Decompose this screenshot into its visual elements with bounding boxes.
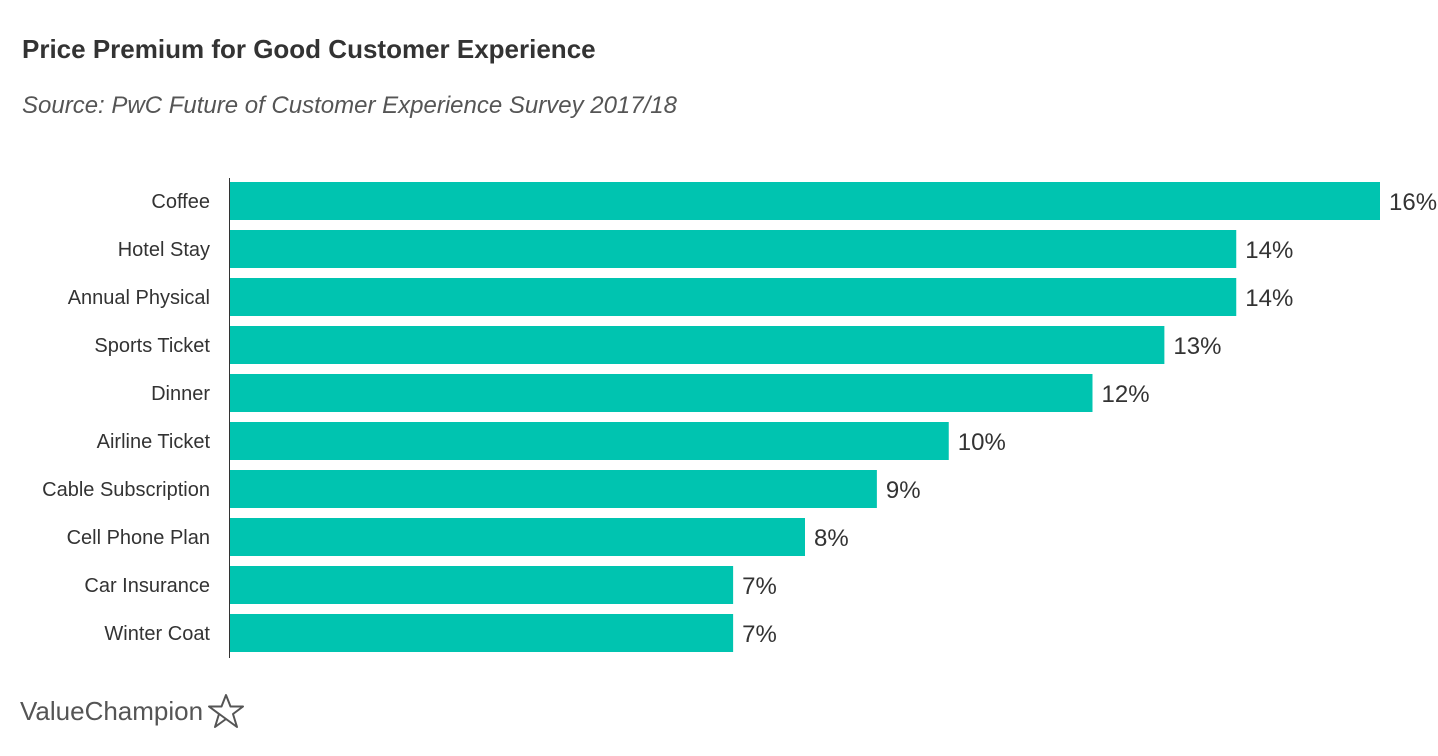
bar [230, 566, 734, 604]
bar [230, 470, 877, 508]
value-label: 8% [814, 525, 849, 552]
value-label: 7% [742, 621, 777, 648]
value-label: 7% [742, 573, 777, 600]
bar [230, 278, 1237, 316]
bar [230, 614, 734, 652]
category-label: Winter Coat [104, 623, 210, 645]
category-label: Cell Phone Plan [67, 527, 210, 549]
category-label: Airline Ticket [97, 431, 211, 453]
category-label: Dinner [151, 383, 210, 405]
category-label: Sports Ticket [94, 335, 210, 357]
valuechampion-logo: ValueChampion [20, 693, 245, 729]
bar [230, 374, 1093, 412]
value-label: 9% [886, 477, 921, 504]
chart-title: Price Premium for Good Customer Experien… [22, 34, 596, 64]
bar [230, 422, 949, 460]
category-label: Cable Subscription [42, 479, 210, 501]
value-label: 16% [1389, 189, 1437, 216]
bar [230, 326, 1165, 364]
value-label: 12% [1102, 381, 1150, 408]
category-label: Coffee [151, 191, 210, 213]
value-label: 14% [1245, 237, 1293, 264]
bar [230, 230, 1237, 268]
value-label: 10% [958, 429, 1006, 456]
bar [230, 182, 1380, 220]
logo-text: ValueChampion [20, 695, 204, 726]
category-label: Car Insurance [84, 575, 210, 597]
category-label: Hotel Stay [118, 239, 210, 261]
star-icon [208, 694, 245, 728]
bar [230, 518, 805, 556]
value-label: 13% [1173, 333, 1221, 360]
chart-subtitle: Source: PwC Future of Customer Experienc… [22, 92, 677, 119]
value-label: 14% [1245, 285, 1293, 312]
category-label: Annual Physical [68, 287, 210, 309]
